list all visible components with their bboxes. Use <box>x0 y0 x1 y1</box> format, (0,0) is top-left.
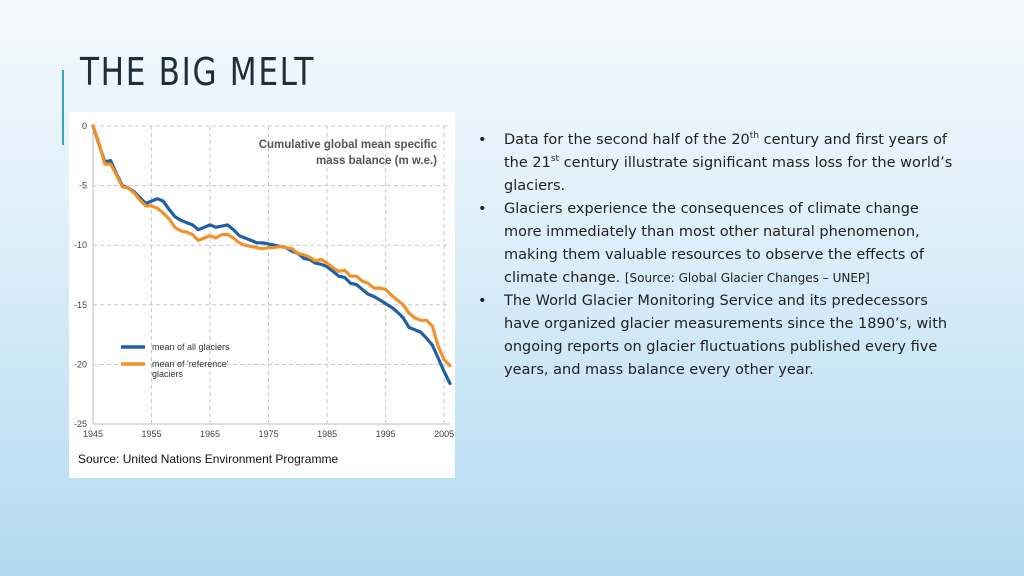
bullet-text: century and first years of the 21 <box>504 132 948 171</box>
x-tick-label: 1955 <box>142 429 162 439</box>
y-tick-label: 0 <box>82 121 87 131</box>
chart-title-line: mass balance (m w.e.) <box>316 155 437 167</box>
series-line-reference-glaciers <box>91 124 452 368</box>
bullet-source-citation: [Source: Global Glacier Changes – UNEP] <box>624 271 870 285</box>
x-tick-label: 2005 <box>434 429 454 439</box>
y-tick-label: -5 <box>79 181 87 191</box>
x-tick-label: 1945 <box>83 429 103 439</box>
chart-title-line: Cumulative global mean specific <box>259 139 438 151</box>
chart-panel: 0 -5 -10 -15 -20 -25 1945 1955 1965 1975 1985 1995 2… <box>69 112 455 478</box>
x-tick-label: 1965 <box>200 429 220 439</box>
bullet-item: Glaciers experience the consequences of … <box>478 198 958 290</box>
x-tick-label: 1995 <box>376 429 396 439</box>
series-line-all-glaciers <box>91 124 452 386</box>
bullet-list: Data for the second half of the 20th cen… <box>478 129 958 382</box>
legend-label: mean of 'reference' <box>152 359 229 369</box>
legend-label: mean of all glaciers <box>152 342 230 352</box>
x-tick-label: 1975 <box>259 429 279 439</box>
x-tick-label: 1985 <box>317 429 337 439</box>
bullet-text: Glaciers experience the consequences of … <box>504 201 925 286</box>
bullet-superscript: th <box>749 131 759 142</box>
slide-title: THE BIG MELT <box>80 50 316 94</box>
y-tick-label: -20 <box>74 359 87 369</box>
bullet-text: The World Glacier Monitoring Service and… <box>504 293 948 378</box>
y-tick-label: -10 <box>74 240 87 250</box>
bullet-item: The World Glacier Monitoring Service and… <box>478 290 958 382</box>
bullet-text: Data for the second half of the 20 <box>504 132 750 148</box>
bullet-item: Data for the second half of the 20th cen… <box>478 129 958 198</box>
legend-label-continuation: glaciers <box>152 369 184 379</box>
y-tick-label: -15 <box>74 300 87 310</box>
title-accent-bar <box>62 70 64 145</box>
bullet-superscript: st <box>550 154 560 165</box>
y-tick-label: -25 <box>74 419 87 429</box>
chart-source-caption: Source: United Nations Environment Progr… <box>78 452 339 466</box>
bullet-text: century illustrate significant mass loss… <box>504 155 953 194</box>
